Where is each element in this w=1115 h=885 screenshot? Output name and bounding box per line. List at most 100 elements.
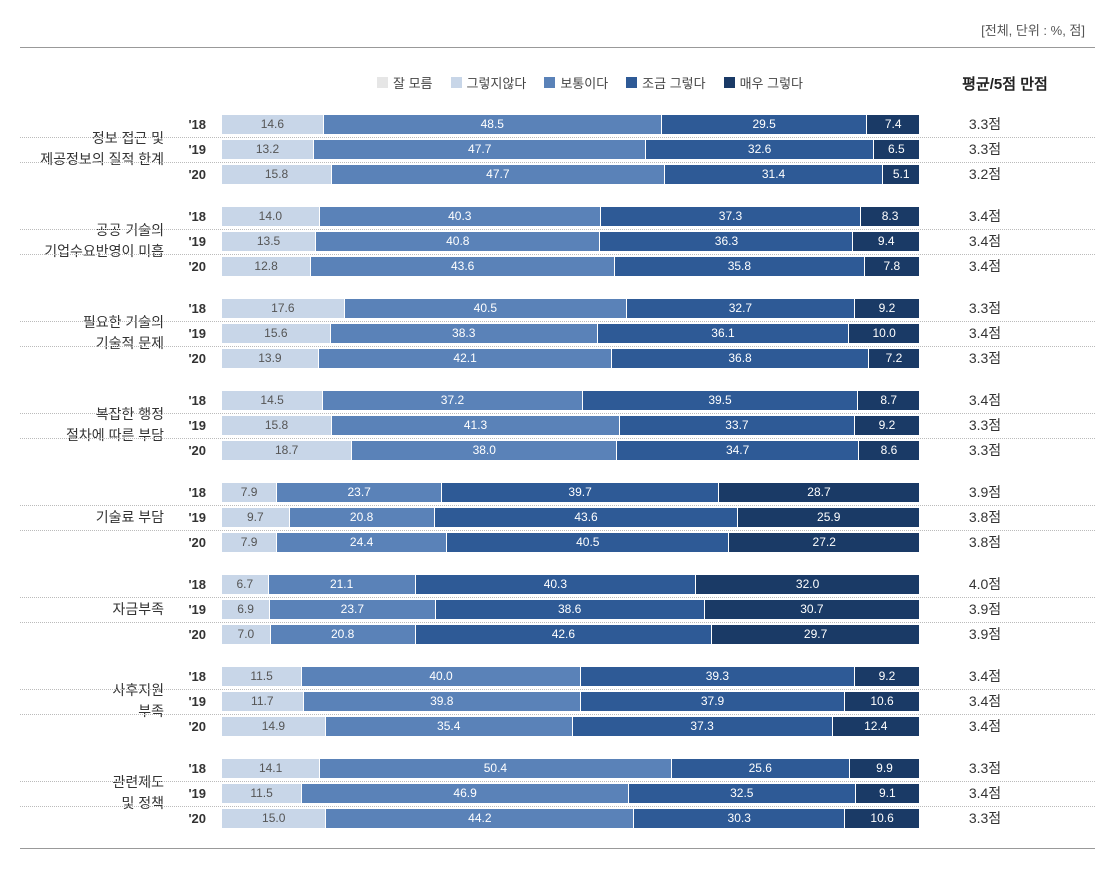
year-row: '1911.546.932.59.13.4점 bbox=[170, 781, 1095, 805]
year-row: '186.721.140.332.04.0점 bbox=[170, 572, 1095, 596]
bar-segment: 14.5 bbox=[222, 391, 323, 410]
average-score: 3.4점 bbox=[920, 390, 1050, 410]
stacked-bar: 13.247.732.66.5 bbox=[220, 139, 920, 160]
bar-segment: 31.4 bbox=[665, 165, 884, 184]
average-score: 3.4점 bbox=[920, 691, 1050, 711]
year-label: '19 bbox=[170, 786, 220, 801]
stacked-bar: 7.020.842.629.7 bbox=[220, 624, 920, 645]
category-label: 복잡한 행정절차에 따른 부담 bbox=[20, 388, 170, 462]
average-score: 3.3점 bbox=[920, 808, 1050, 828]
legend-label: 매우 그렇다 bbox=[740, 73, 803, 92]
bar-segment: 9.4 bbox=[853, 232, 919, 251]
bar-segment: 20.8 bbox=[290, 508, 435, 527]
average-score: 3.4점 bbox=[920, 206, 1050, 226]
bar-segment: 15.8 bbox=[222, 416, 332, 435]
bar-segment: 38.0 bbox=[352, 441, 617, 460]
year-label: '19 bbox=[170, 326, 220, 341]
average-score: 3.4점 bbox=[920, 716, 1050, 736]
bar-segment: 14.6 bbox=[222, 115, 324, 134]
bar-segment: 17.6 bbox=[222, 299, 345, 318]
average-score: 3.3점 bbox=[920, 415, 1050, 435]
average-score: 3.2점 bbox=[920, 164, 1050, 184]
average-score: 3.4점 bbox=[920, 323, 1050, 343]
year-label: '20 bbox=[170, 719, 220, 734]
bar-segment: 24.4 bbox=[277, 533, 447, 552]
average-score: 3.9점 bbox=[920, 482, 1050, 502]
bar-segment: 35.4 bbox=[326, 717, 573, 736]
year-label: '19 bbox=[170, 602, 220, 617]
bar-segment: 8.7 bbox=[858, 391, 919, 410]
bar-segment: 36.3 bbox=[600, 232, 853, 251]
bar-segment: 11.7 bbox=[222, 692, 304, 711]
average-score: 3.3점 bbox=[920, 440, 1050, 460]
bar-segment: 7.0 bbox=[222, 625, 271, 644]
year-label: '20 bbox=[170, 351, 220, 366]
bar-segment: 37.3 bbox=[573, 717, 833, 736]
year-label: '19 bbox=[170, 510, 220, 525]
year-row: '1913.540.836.39.43.4점 bbox=[170, 229, 1095, 253]
bar-segment: 48.5 bbox=[324, 115, 662, 134]
year-label: '20 bbox=[170, 259, 220, 274]
bar-segment: 40.3 bbox=[416, 575, 697, 594]
bar-segment: 15.6 bbox=[222, 324, 331, 343]
bar-segment: 36.1 bbox=[598, 324, 850, 343]
legend-swatch-icon bbox=[626, 77, 637, 88]
legend-swatch-icon bbox=[377, 77, 388, 88]
year-row: '1915.841.333.79.23.3점 bbox=[170, 413, 1095, 437]
year-row: '1915.638.336.110.03.4점 bbox=[170, 321, 1095, 345]
bar-segment: 42.1 bbox=[319, 349, 612, 368]
average-score: 3.4점 bbox=[920, 231, 1050, 251]
bar-segment: 25.6 bbox=[672, 759, 850, 778]
year-row: '1817.640.532.79.23.3점 bbox=[170, 296, 1095, 320]
bar-segment: 9.2 bbox=[855, 667, 919, 686]
category-group: 필요한 기술의기술적 문제'1817.640.532.79.23.3점'1915… bbox=[20, 296, 1095, 370]
average-score: 3.3점 bbox=[920, 114, 1050, 134]
bar-segment: 12.8 bbox=[222, 257, 311, 276]
bar-segment: 30.3 bbox=[634, 809, 845, 828]
bar-segment: 37.2 bbox=[323, 391, 583, 410]
category-label: 사후지원부족 bbox=[20, 664, 170, 738]
bar-segment: 8.6 bbox=[859, 441, 919, 460]
bar-segment: 44.2 bbox=[326, 809, 634, 828]
bar-segment: 23.7 bbox=[277, 483, 442, 502]
bar-segment: 47.7 bbox=[332, 165, 664, 184]
year-label: '20 bbox=[170, 811, 220, 826]
stacked-bar: 15.847.731.45.1 bbox=[220, 164, 920, 185]
bar-segment: 32.6 bbox=[646, 140, 873, 159]
average-score: 3.9점 bbox=[920, 624, 1050, 644]
category-label: 기술료 부담 bbox=[20, 480, 170, 554]
bar-segment: 46.9 bbox=[302, 784, 629, 803]
top-rule bbox=[20, 47, 1095, 48]
bar-segment: 39.7 bbox=[442, 483, 719, 502]
year-row: '2018.738.034.78.63.3점 bbox=[170, 438, 1095, 462]
stacked-bar: 15.841.333.79.2 bbox=[220, 415, 920, 436]
bar-segment: 6.9 bbox=[222, 600, 270, 619]
year-row: '2012.843.635.87.83.4점 bbox=[170, 254, 1095, 278]
score-header: 평균/5점 만점 bbox=[940, 73, 1070, 94]
year-row: '2015.044.230.310.63.3점 bbox=[170, 806, 1095, 830]
year-row: '1814.040.337.38.33.4점 bbox=[170, 204, 1095, 228]
year-row: '1814.537.239.58.73.4점 bbox=[170, 388, 1095, 412]
year-label: '20 bbox=[170, 627, 220, 642]
legend-item: 그렇지않다 bbox=[451, 73, 527, 92]
stacked-bar: 6.721.140.332.0 bbox=[220, 574, 920, 595]
bar-segment: 5.1 bbox=[883, 165, 919, 184]
stacked-bar: 11.739.837.910.6 bbox=[220, 691, 920, 712]
bar-segment: 29.5 bbox=[662, 115, 868, 134]
bar-segment: 28.7 bbox=[719, 483, 919, 502]
average-score: 3.3점 bbox=[920, 758, 1050, 778]
category-group: 복잡한 행정절차에 따른 부담'1814.537.239.58.73.4점'19… bbox=[20, 388, 1095, 462]
bar-segment: 8.3 bbox=[861, 207, 919, 226]
stacked-bar: 14.935.437.312.4 bbox=[220, 716, 920, 737]
legend: 잘 모름그렇지않다보통이다조금 그렇다매우 그렇다 bbox=[240, 73, 940, 92]
year-label: '18 bbox=[170, 761, 220, 776]
category-label: 공공 기술의기업수요반영이 미흡 bbox=[20, 204, 170, 278]
stacked-bar: 18.738.034.78.6 bbox=[220, 440, 920, 461]
average-score: 3.8점 bbox=[920, 507, 1050, 527]
year-row: '2014.935.437.312.43.4점 bbox=[170, 714, 1095, 738]
bar-segment: 32.7 bbox=[627, 299, 855, 318]
year-row: '187.923.739.728.73.9점 bbox=[170, 480, 1095, 504]
category-group: 관련제도및 정책'1814.150.425.69.93.3점'1911.546.… bbox=[20, 756, 1095, 830]
bar-segment: 21.1 bbox=[269, 575, 416, 594]
bar-segment: 13.5 bbox=[222, 232, 316, 251]
